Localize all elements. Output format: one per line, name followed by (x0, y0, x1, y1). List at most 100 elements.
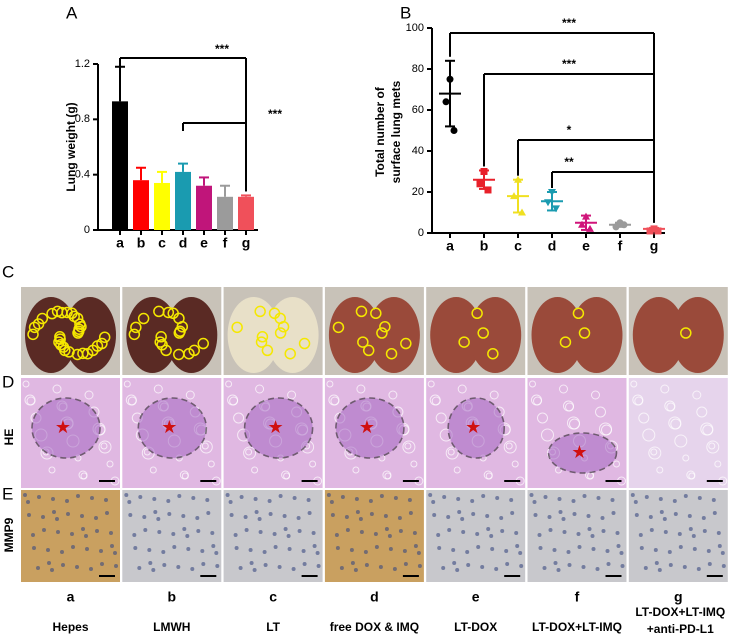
y-tick-label: 0 (418, 227, 424, 239)
group-letter: a (67, 589, 75, 605)
cell (403, 562, 408, 566)
cell (297, 529, 302, 533)
image-background (426, 490, 526, 582)
tumor-star: ★ (359, 417, 375, 437)
cell (128, 513, 133, 517)
cell (339, 566, 344, 570)
tissue-spot (243, 446, 257, 460)
cell (257, 517, 262, 521)
tissue-spot (591, 390, 600, 400)
metastasis-circle (680, 327, 692, 339)
cell (576, 532, 581, 536)
y-axis-label: Total number of (373, 86, 387, 177)
metastasis-circle (370, 307, 382, 320)
cell (32, 546, 36, 550)
y-tick-label: 0 (84, 224, 90, 236)
cell (601, 529, 606, 533)
cell (205, 498, 210, 502)
tissue-spot (668, 416, 682, 430)
image-background (21, 490, 120, 582)
cell (489, 534, 494, 538)
cell (228, 500, 233, 504)
tissue-spot (402, 440, 416, 454)
tissue-spot (201, 442, 209, 450)
tissue-spot (185, 390, 195, 400)
tissue-spot (388, 390, 398, 400)
cell (171, 532, 176, 536)
cell (70, 532, 74, 536)
cell (476, 545, 481, 549)
tissue-spot (632, 394, 644, 406)
cell (104, 498, 108, 502)
cell (711, 498, 716, 502)
tissue-spot (714, 460, 722, 468)
cell (359, 530, 364, 534)
cell (514, 531, 519, 535)
cell (335, 546, 340, 550)
cell (176, 565, 181, 569)
tissue-spot (233, 412, 245, 424)
cell (413, 544, 418, 548)
tissue-spot (328, 394, 340, 406)
cell (668, 563, 673, 567)
cell (334, 533, 339, 537)
metastasis-circle (98, 331, 111, 343)
cell (408, 511, 413, 515)
cell (262, 550, 267, 554)
cell (312, 544, 317, 548)
cell (71, 545, 75, 549)
tumor-star: ★ (55, 417, 71, 437)
cell (157, 530, 162, 534)
data-point (446, 75, 454, 83)
cell (152, 497, 157, 501)
cell (590, 534, 595, 538)
cell (495, 496, 500, 500)
tissue-spot (503, 440, 517, 454)
cell (547, 515, 552, 519)
cell (610, 498, 615, 502)
cell (392, 567, 397, 571)
cell (76, 494, 80, 498)
cell (105, 511, 109, 515)
tissue-spot (457, 384, 467, 394)
cell (161, 550, 166, 554)
tissue-spot (404, 442, 412, 450)
tissue-spot (427, 380, 435, 388)
cell (200, 549, 205, 553)
cell (460, 517, 465, 521)
cell (379, 494, 384, 498)
lung-lobe (671, 297, 724, 373)
cell (95, 529, 99, 533)
cell (643, 566, 648, 570)
cell (109, 531, 113, 535)
cell (355, 510, 360, 514)
panel-label: B (400, 3, 411, 22)
tumor-star: ★ (465, 417, 481, 437)
metastasis-circle (355, 305, 368, 318)
cell (132, 533, 137, 537)
tumor-outline (137, 397, 208, 459)
y-tick-label: 60 (412, 104, 424, 116)
cell (677, 532, 682, 536)
cell (490, 547, 495, 551)
group-letter: c (269, 589, 277, 605)
metastasis-circle (32, 318, 45, 330)
cell (562, 530, 567, 534)
cell (716, 531, 721, 535)
cell (225, 493, 230, 497)
cell (186, 547, 191, 551)
metastasis-circle (578, 327, 591, 339)
cell (277, 565, 282, 569)
significance-label: ** (564, 155, 574, 169)
cell (639, 546, 644, 550)
cell (344, 515, 349, 519)
cell (701, 516, 706, 520)
x-tick-label: d (179, 235, 188, 251)
cell (634, 513, 639, 517)
tissue-spot (642, 428, 656, 442)
cell (210, 531, 215, 535)
y-axis-label: surface lung mets (389, 80, 403, 183)
row-label: HE (2, 429, 16, 446)
tissue-spot (199, 440, 213, 454)
group-name: +anti-PD-L1 (647, 622, 714, 636)
